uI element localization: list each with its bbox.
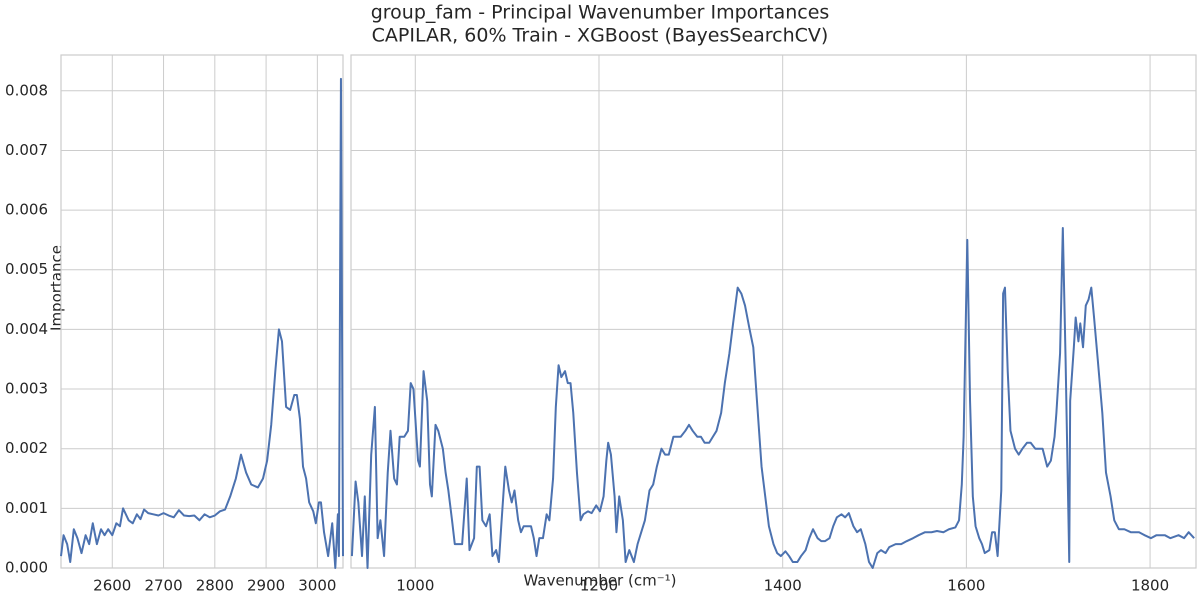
plot-frame: [60, 54, 344, 569]
y-tick-label: 0.003: [5, 380, 48, 398]
x-axis-label: Wavenumber (cm⁻¹): [524, 572, 677, 590]
chart-title: group_fam - Principal Wavenumber Importa…: [371, 2, 830, 24]
y-tick-label: 0.005: [5, 260, 48, 278]
y-tick-label: 0.006: [5, 201, 48, 219]
y-tick-label: 0.008: [5, 81, 48, 99]
y-tick-label: 0.004: [5, 320, 48, 338]
x-tick-label: 1800: [1131, 577, 1169, 595]
x-tick-label: 2700: [144, 577, 182, 595]
x-tick-label: 3000: [298, 577, 336, 595]
x-tick-label: 2600: [93, 577, 131, 595]
y-tick-label: 0.007: [5, 141, 48, 159]
x-tick-label: 1200: [580, 577, 618, 595]
y-axis-label: Importance: [48, 245, 66, 331]
x-tick-label: 1600: [947, 577, 985, 595]
y-tick-label: 0.000: [5, 559, 48, 577]
x-tick-label: 2800: [196, 577, 234, 595]
plot-frame: [350, 54, 1197, 569]
y-tick-label: 0.001: [5, 499, 48, 517]
chart-subtitle: CAPILAR, 60% Train - XGBoost (BayesSearc…: [372, 25, 829, 47]
data-line: [60, 77, 344, 569]
x-tick-label: 1400: [764, 577, 802, 595]
x-tick-label: 1000: [396, 577, 434, 595]
data-line: [350, 226, 1195, 569]
x-tick-label: 2900: [247, 577, 285, 595]
y-tick-label: 0.002: [5, 439, 48, 457]
